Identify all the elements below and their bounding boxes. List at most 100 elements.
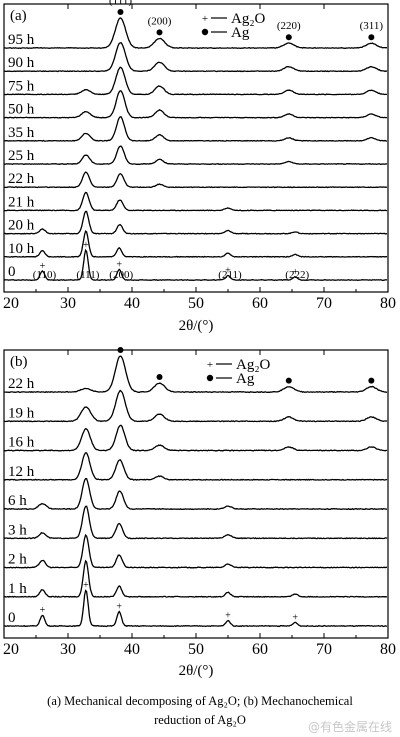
caption-line-1: (a) Mechanical decomposing of Ag₂O; (b) … — [47, 694, 353, 708]
ag-peak-label: (311) — [360, 20, 384, 32]
trace-25h — [3, 145, 388, 166]
ag2o-peak-label: (110) — [33, 269, 57, 281]
x-axis-label: 2θ/(°) — [179, 663, 214, 679]
trace-label: 0 — [8, 264, 16, 280]
x-tick-label: 40 — [124, 295, 140, 312]
ag2o-peak-marker: + — [225, 266, 231, 277]
x-tick-label: 30 — [60, 641, 76, 658]
trace-95h — [3, 17, 387, 50]
trace-label: 22 h — [8, 376, 35, 392]
x-tick-label: 70 — [316, 641, 332, 658]
x-tick-label: 20 — [3, 295, 19, 312]
ag2o-peak-marker: + — [292, 612, 298, 623]
trace-6h — [3, 478, 387, 511]
trace-3h — [3, 505, 388, 540]
x-tick-label: 60 — [252, 295, 268, 312]
x-tick-label: 80 — [380, 641, 396, 658]
legend-label: Ag₂O — [231, 11, 266, 27]
ag-peak-marker — [285, 377, 292, 384]
trace-22h — [3, 355, 388, 394]
ag2o-peak-marker: + — [40, 605, 46, 616]
trace-label: 10 h — [8, 241, 35, 257]
trace-label: 22 h — [8, 171, 35, 187]
x-tick-label: 50 — [188, 295, 204, 312]
ag2o-peak-label: (211) — [218, 269, 242, 281]
trace-90h — [3, 41, 388, 73]
trace-label: 19 h — [8, 405, 35, 421]
trace-label: 35 h — [8, 125, 35, 141]
trace-20h — [3, 210, 388, 235]
trace-1h — [3, 559, 388, 598]
legend-marker-ag — [201, 28, 209, 36]
trace-label: 75 h — [8, 78, 35, 94]
panel-label: (b) — [10, 354, 28, 370]
panel-label: (a) — [10, 8, 27, 24]
ag-peak-marker — [368, 34, 375, 41]
ag2o-peak-marker: + — [83, 580, 89, 591]
ag2o-peak-marker: + — [116, 260, 122, 271]
plot-frame — [3, 349, 389, 639]
x-tick-label: 70 — [316, 295, 332, 312]
trace-10h — [3, 230, 388, 258]
ag-peak-marker — [117, 347, 124, 353]
trace-21h — [3, 191, 388, 212]
trace-75h — [3, 66, 387, 96]
legend-label: Ag₂O — [236, 357, 271, 373]
legend-marker-ag — [206, 374, 214, 382]
trace-35h — [4, 116, 388, 142]
plot-frame — [3, 3, 389, 293]
panel-b — [3, 347, 389, 639]
legend-marker-ag2o: + — [207, 359, 213, 371]
trace-label: 16 h — [8, 435, 35, 451]
x-axis-label: 2θ/(°) — [179, 318, 214, 334]
trace-22h — [3, 171, 388, 189]
watermark: @有色金属在线 — [307, 720, 392, 734]
x-tick-label: 50 — [188, 641, 204, 658]
ag-peak-marker — [156, 29, 163, 36]
figure-caption: (a) Mechanical decomposing of Ag₂O; (b) … — [0, 692, 400, 730]
ag2o-peak-label: (222) — [285, 269, 309, 281]
ag2o-peak-label: (111) — [76, 269, 99, 281]
trace-0 — [3, 248, 388, 282]
trace-label: 90 h — [8, 55, 35, 71]
ag-peak-marker — [285, 34, 292, 41]
legend-marker-ag2o: + — [202, 13, 208, 25]
legend-label: Ag — [236, 371, 255, 387]
ag-peak-marker — [368, 377, 375, 384]
ag-peak-marker — [117, 9, 124, 15]
trace-50h — [3, 90, 388, 119]
x-tick-label: 30 — [60, 295, 76, 312]
trace-label: 2 h — [8, 552, 27, 568]
trace-2h — [3, 533, 387, 569]
trace-label: 21 h — [8, 194, 35, 210]
legend — [201, 17, 227, 36]
trace-12h — [3, 452, 388, 481]
trace-label: 12 h — [8, 464, 35, 480]
legend — [206, 363, 232, 382]
panel-a — [3, 3, 389, 293]
trace-label: 3 h — [8, 522, 27, 538]
ag-peak-marker — [156, 374, 163, 380]
ag-peak-label: (111) — [109, 0, 132, 7]
x-tick-label: 80 — [380, 295, 396, 312]
x-tick-label: 20 — [3, 641, 19, 658]
trace-label: 95 h — [8, 32, 35, 48]
ag2o-peak-marker: + — [225, 611, 231, 622]
trace-label: 1 h — [8, 581, 27, 597]
trace-label: 50 h — [8, 102, 35, 118]
trace-19h — [3, 389, 388, 423]
trace-label: 0 — [8, 610, 16, 626]
ag2o-peak-marker: + — [292, 267, 298, 278]
x-tick-label: 60 — [252, 641, 268, 658]
trace-label: 6 h — [8, 493, 27, 509]
trace-label: 20 h — [8, 218, 35, 234]
ag2o-peak-marker: + — [116, 602, 122, 613]
x-tick-label: 40 — [124, 641, 140, 658]
ag2o-peak-marker: + — [83, 240, 89, 251]
trace-label: 25 h — [8, 148, 35, 164]
legend-label: Ag — [231, 25, 250, 41]
ag2o-peak-marker: + — [40, 261, 46, 272]
trace-16h — [3, 424, 387, 452]
trace-0 — [4, 589, 388, 628]
